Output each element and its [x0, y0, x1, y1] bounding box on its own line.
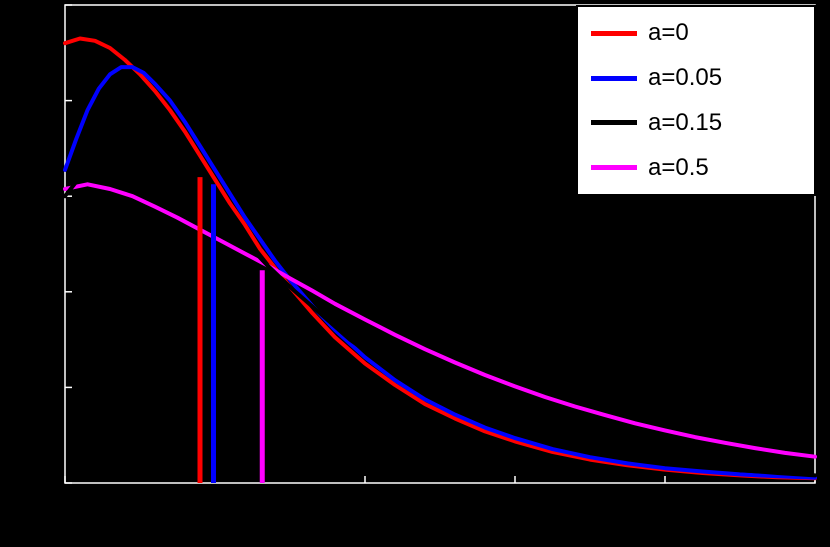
curve-a-0-15	[63, 139, 817, 478]
legend-item: a=0.5	[578, 153, 814, 181]
legend-label: a=0.05	[648, 64, 723, 92]
legend-line-sample	[591, 120, 637, 126]
legend-label: a=0	[648, 19, 689, 47]
legend-line-sample	[591, 165, 637, 171]
legend-line-sample	[591, 75, 637, 81]
legend-line-sample	[591, 30, 637, 36]
legend-item: a=0	[578, 21, 814, 45]
legend: a=0 a=0.05 a=0.15 a=0.5	[576, 5, 816, 196]
axes-box	[64, 4, 816, 484]
legend-item: a=0.05	[578, 66, 814, 90]
legend-item: a=0.15	[578, 108, 814, 136]
curve-a-0-5	[63, 182, 817, 459]
legend-label: a=0.15	[648, 108, 723, 136]
legend-label: a=0.5	[648, 153, 709, 181]
curve-a-0-05	[63, 65, 817, 480]
